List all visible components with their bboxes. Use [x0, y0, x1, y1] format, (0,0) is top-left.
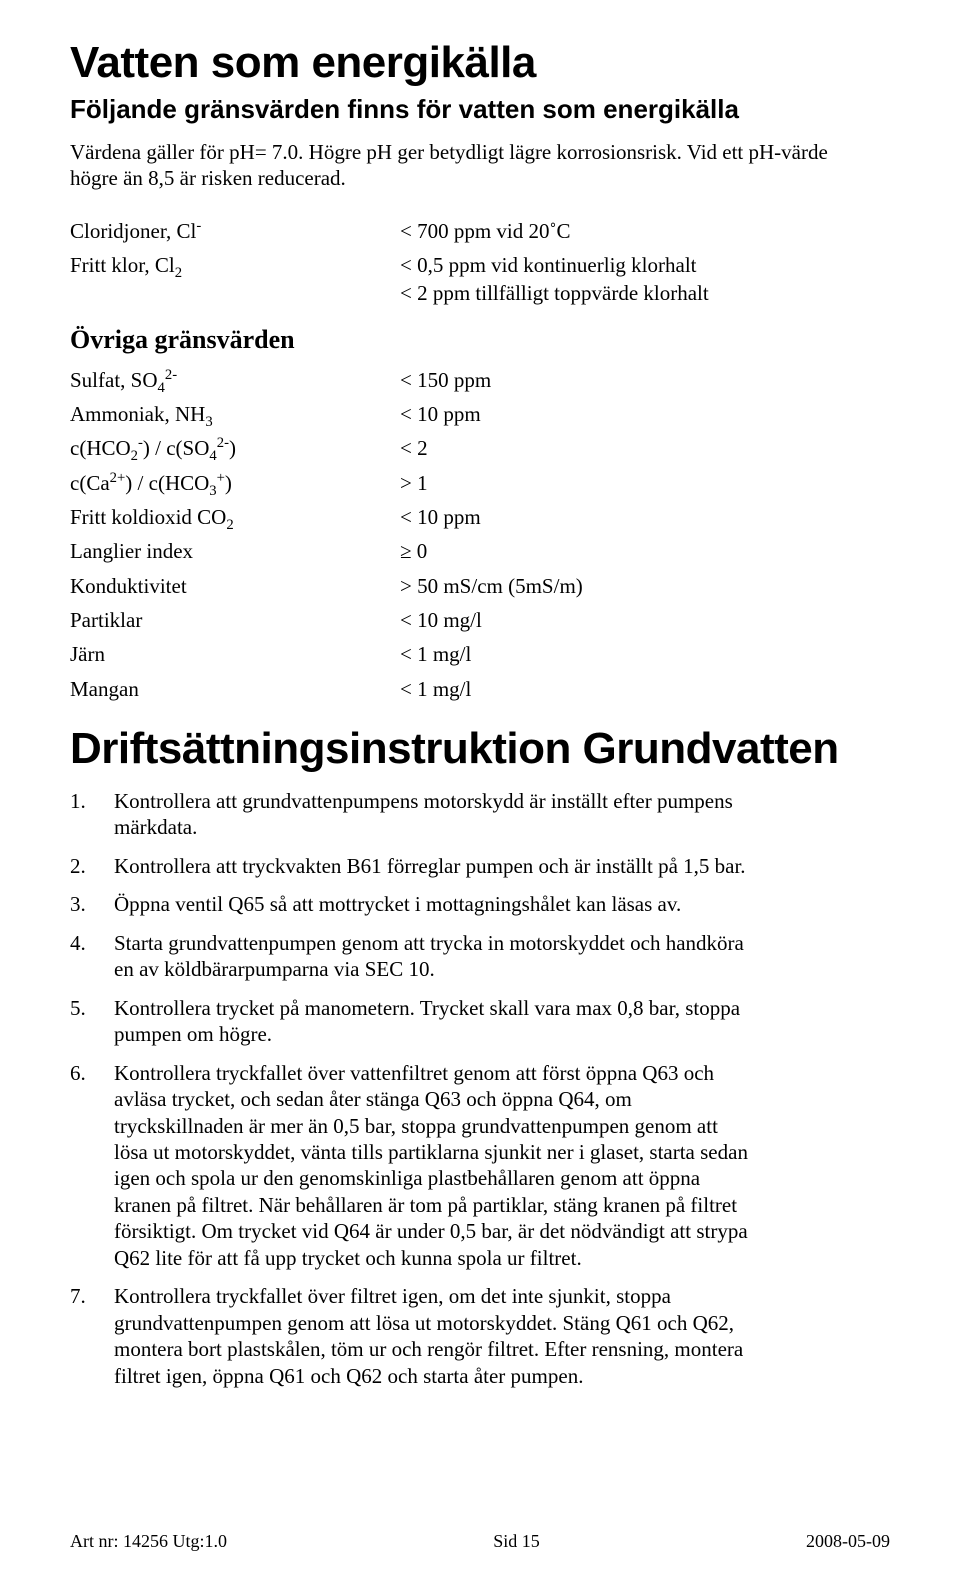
step-number: 1.: [70, 788, 114, 841]
limit-key: Fritt koldioxid CO2: [70, 500, 400, 534]
limit-value: < 1 mg/l: [400, 637, 583, 671]
table-row: Ammoniak, NH3< 10 ppm: [70, 397, 583, 431]
table-row: c(HCO2-) / c(SO42-)< 2: [70, 431, 583, 465]
step-number: 3.: [70, 891, 114, 917]
table-row: Sulfat, SO42-< 150 ppm: [70, 363, 583, 397]
step-text: Kontrollera trycket på manometern. Tryck…: [114, 995, 750, 1048]
footer-left: Art nr: 14256 Utg:1.0: [70, 1531, 227, 1552]
limit-value: > 50 mS/cm (5mS/m): [400, 569, 583, 603]
table-row: Fritt klor, Cl2< 0,5 ppm vid kontinuerli…: [70, 248, 709, 311]
limit-key: Cloridjoner, Cl-: [70, 214, 400, 248]
step-text: Starta grundvattenpumpen genom att tryck…: [114, 930, 750, 983]
limit-value: < 1 mg/l: [400, 672, 583, 706]
section-title-other: Övriga gränsvärden: [70, 325, 890, 355]
table-row: Partiklar< 10 mg/l: [70, 603, 583, 637]
table-row: Mangan< 1 mg/l: [70, 672, 583, 706]
limit-value: ≥ 0: [400, 534, 583, 568]
footer-right: 2008-05-09: [806, 1531, 890, 1552]
limit-key: Mangan: [70, 672, 400, 706]
limit-key: Partiklar: [70, 603, 400, 637]
limits-table-2: Sulfat, SO42-< 150 ppmAmmoniak, NH3< 10 …: [70, 363, 583, 706]
intro-paragraph: Värdena gäller för pH= 7.0. Högre pH ger…: [70, 139, 840, 192]
limit-value: < 700 ppm vid 20˚C: [400, 214, 709, 248]
limit-key: Konduktivitet: [70, 569, 400, 603]
step-item: 6.Kontrollera tryckfallet över vattenfil…: [70, 1060, 750, 1272]
step-text: Kontrollera tryckfallet över filtret ige…: [114, 1283, 750, 1389]
step-number: 4.: [70, 930, 114, 983]
step-item: 5.Kontrollera trycket på manometern. Try…: [70, 995, 750, 1048]
heading-drift: Driftsättningsinstruktion Grundvatten: [70, 724, 890, 774]
limit-value: < 10 ppm: [400, 397, 583, 431]
limit-value: < 2: [400, 431, 583, 465]
step-number: 6.: [70, 1060, 114, 1272]
limit-key: Langlier index: [70, 534, 400, 568]
table-row: Cloridjoner, Cl-< 700 ppm vid 20˚C: [70, 214, 709, 248]
table-row: Konduktivitet> 50 mS/cm (5mS/m): [70, 569, 583, 603]
footer-center: Sid 15: [493, 1531, 540, 1552]
page-footer: Art nr: 14256 Utg:1.0 Sid 15 2008-05-09: [70, 1531, 890, 1552]
step-text: Kontrollera att tryckvakten B61 förregla…: [114, 853, 750, 879]
table-row: Fritt koldioxid CO2< 10 ppm: [70, 500, 583, 534]
limit-key: c(Ca2+) / c(HCO3+): [70, 466, 400, 500]
step-number: 5.: [70, 995, 114, 1048]
step-number: 2.: [70, 853, 114, 879]
step-item: 7.Kontrollera tryckfallet över filtret i…: [70, 1283, 750, 1389]
limit-key: Järn: [70, 637, 400, 671]
limits-table-1: Cloridjoner, Cl-< 700 ppm vid 20˚CFritt …: [70, 214, 709, 311]
table-row: Langlier index≥ 0: [70, 534, 583, 568]
table-row: c(Ca2+) / c(HCO3+)> 1: [70, 466, 583, 500]
step-item: 4.Starta grundvattenpumpen genom att try…: [70, 930, 750, 983]
step-text: Kontrollera tryckfallet över vattenfiltr…: [114, 1060, 750, 1272]
limit-key: Ammoniak, NH3: [70, 397, 400, 431]
limit-value: < 10 ppm: [400, 500, 583, 534]
limit-key: Fritt klor, Cl2: [70, 248, 400, 311]
step-text: Kontrollera att grundvattenpumpens motor…: [114, 788, 750, 841]
limit-key: c(HCO2-) / c(SO42-): [70, 431, 400, 465]
step-item: 2.Kontrollera att tryckvakten B61 förreg…: [70, 853, 750, 879]
heading-main: Vatten som energikälla: [70, 38, 890, 88]
step-number: 7.: [70, 1283, 114, 1389]
limit-value: < 150 ppm: [400, 363, 583, 397]
page: Vatten som energikälla Följande gränsvär…: [0, 0, 960, 1572]
steps-list: 1.Kontrollera att grundvattenpumpens mot…: [70, 788, 750, 1389]
table-row: Järn< 1 mg/l: [70, 637, 583, 671]
limit-value: < 10 mg/l: [400, 603, 583, 637]
limit-key: Sulfat, SO42-: [70, 363, 400, 397]
limit-value: > 1: [400, 466, 583, 500]
step-item: 3.Öppna ventil Q65 så att mottrycket i m…: [70, 891, 750, 917]
step-item: 1.Kontrollera att grundvattenpumpens mot…: [70, 788, 750, 841]
limit-value: < 0,5 ppm vid kontinuerlig klorhalt< 2 p…: [400, 248, 709, 311]
heading-sub: Följande gränsvärden finns för vatten so…: [70, 94, 890, 125]
step-text: Öppna ventil Q65 så att mottrycket i mot…: [114, 891, 750, 917]
